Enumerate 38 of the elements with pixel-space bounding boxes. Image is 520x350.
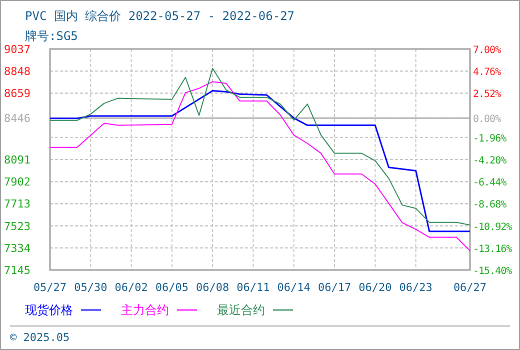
y-tick-label: 8848 (4, 65, 30, 78)
chart-subtitle: 牌号:SG5 (25, 29, 78, 43)
y-tick-label: 7334 (4, 242, 31, 255)
y-tick-label: 8091 (4, 154, 30, 166)
y-tick-label: 7145 (4, 264, 30, 277)
y-tick-label: 8446 (4, 112, 30, 126)
y2-tick-label: -4.20% (473, 156, 507, 166)
y2-tick-label: -13.16% (473, 244, 512, 255)
y2-tick-label: -10.92% (473, 222, 512, 233)
text: © 2025.05 (10, 331, 70, 344)
y2-tick-label: -6.44% (473, 178, 507, 189)
x-tick-label: 06/05 (155, 281, 188, 294)
x-tick-label: 06/23 (399, 281, 432, 294)
x-tick-label: 06/11 (236, 281, 270, 294)
y-tick-label: 7523 (4, 220, 30, 233)
y2-tick-label: -1.96% (473, 133, 507, 144)
x-tick-label: 06/14 (277, 281, 311, 294)
y-tick-label: 8659 (4, 87, 30, 100)
y2-tick-label: 4.76% (473, 67, 502, 78)
y2-tick-label: -8.68% (473, 200, 507, 211)
y2-tick-label: 2.52% (473, 89, 502, 100)
legend-label: 主力合约 (121, 303, 169, 317)
x-tick-label: 05/30 (74, 281, 108, 294)
y2-tick-label: -15.40% (473, 266, 512, 277)
y-tick-label: 7902 (4, 176, 30, 189)
x-tick-label: 06/17 (318, 281, 352, 294)
y2-tick-label: 7.00% (473, 45, 502, 56)
y-tick-label: 7713 (4, 198, 30, 211)
x-tick-label: 06/02 (114, 281, 148, 294)
x-tick-label: 05/27 (33, 281, 67, 294)
y-tick-label: 9037 (4, 43, 30, 56)
legend-label: 现货价格 (25, 303, 73, 317)
x-tick-label: 06/20 (358, 281, 392, 294)
legend-label: 最近合约 (217, 303, 265, 317)
x-tick-label: 06/08 (196, 281, 230, 294)
chart-title: PVC 国内 综合价 2022-05-27 - 2022-06-27 (25, 9, 295, 23)
y2-tick-label: 0.00% (473, 114, 502, 126)
x-tick-label: 06/27 (453, 281, 487, 294)
